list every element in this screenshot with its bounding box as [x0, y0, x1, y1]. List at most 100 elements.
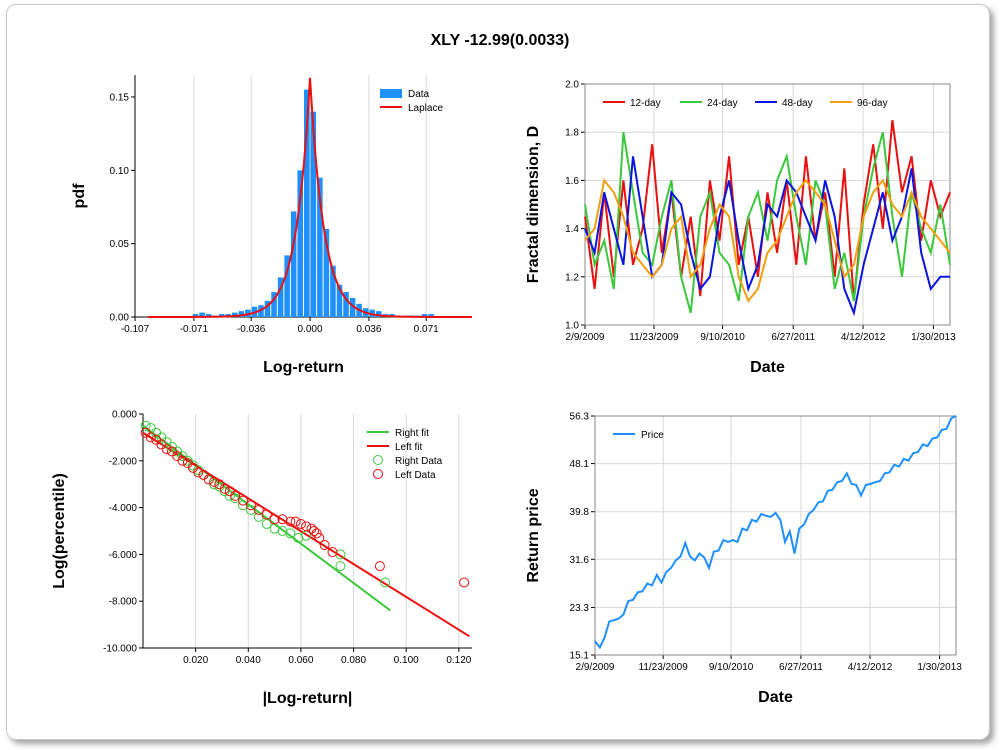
histogram-bar	[310, 111, 317, 318]
y-tick-label: 0.10	[110, 166, 130, 177]
histogram-bar	[421, 314, 428, 317]
histogram-bar	[232, 312, 238, 317]
chart-frame	[6, 4, 990, 740]
x-tick-label: 4/12/2012	[848, 662, 893, 673]
legend-label: Left Data	[395, 470, 436, 481]
x-tick-label: 1/30/2013	[917, 662, 962, 673]
scatter-point	[306, 523, 317, 534]
legend-swatch	[373, 469, 383, 479]
histogram-bar	[290, 211, 297, 317]
histogram-bar	[238, 311, 245, 317]
x-tick-label: 0.120	[446, 655, 471, 666]
x-tick-label: 11/23/2009	[639, 662, 689, 673]
scatter-point	[277, 526, 288, 536]
x-tick-label: 6/27/2011	[779, 662, 823, 673]
legend-label-data: Data	[408, 89, 430, 100]
legend: Right fit Left fit Right Data Left Data	[367, 428, 443, 481]
scatter-point	[285, 516, 296, 527]
scatter-point	[269, 514, 280, 525]
x-tick-label: 9/10/2010	[700, 332, 745, 343]
y-tick-label: -2.000	[109, 456, 138, 467]
scatter-point	[335, 561, 346, 572]
histogram-bar	[258, 305, 264, 317]
legend-swatch	[373, 455, 383, 465]
legend-swatch-data	[380, 89, 402, 98]
x-tick-label: 0.036	[356, 324, 381, 335]
legend-label: 24-day	[707, 98, 738, 109]
histogram-bar	[218, 314, 225, 317]
laplace-curve	[148, 77, 472, 318]
x-tick-label: 9/10/2010	[709, 662, 754, 673]
y-tick-label: 1.0	[565, 321, 579, 332]
x-tick-label: 6/27/2011	[771, 332, 815, 343]
scatter-point	[327, 547, 338, 558]
y-tick-label: -6.000	[109, 550, 138, 561]
histogram-bar	[336, 284, 343, 317]
scatter-point	[319, 540, 330, 551]
x-tick-label: 2/9/2009	[576, 662, 615, 673]
legend: Data Laplace	[380, 89, 443, 114]
y-tick-label: 1.8	[565, 128, 579, 139]
y-tick-label: 0.00	[110, 313, 130, 324]
legend-label: Price	[641, 430, 664, 441]
legend-label: Left fit	[395, 442, 422, 453]
legend-label: 12-day	[630, 98, 661, 109]
scatter-point	[245, 500, 256, 511]
legend: 12-day 24-day 48-day 96-day	[603, 98, 888, 109]
histogram-bar	[205, 314, 212, 317]
plot-border	[594, 415, 957, 656]
x-tick-label: 0.000	[298, 324, 323, 335]
histogram-bars	[192, 89, 434, 318]
scatter-point	[277, 514, 288, 525]
scatter-point	[459, 577, 470, 588]
scatter-point	[219, 483, 230, 494]
x-axis-label: |Log-return|	[263, 690, 353, 707]
histogram-bar	[199, 312, 205, 317]
y-tick-label: 0.15	[110, 93, 130, 104]
scatter-point	[203, 474, 214, 485]
y-tick-label: 1.4	[565, 224, 579, 235]
y-tick-label: 56.3	[570, 412, 590, 423]
histogram-bar	[428, 314, 434, 317]
series-line-12-day	[584, 119, 951, 302]
legend: Price	[613, 430, 664, 441]
y-tick-label: 15.1	[570, 651, 590, 662]
scatter-point	[374, 561, 385, 572]
scatter-point	[314, 533, 325, 544]
legend-label: Right fit	[395, 428, 429, 439]
x-axis-label: Log-return	[263, 359, 344, 376]
scatter-point	[261, 509, 272, 520]
scatter-point	[238, 495, 249, 506]
y-axis-label: Return price	[525, 488, 542, 582]
x-tick-label: 4/12/2012	[841, 332, 886, 343]
scatter-point	[301, 521, 312, 532]
scatter-point	[309, 526, 320, 536]
y-tick-label: 23.3	[570, 603, 590, 614]
series-line-48-day	[584, 156, 950, 317]
scatter-series	[140, 427, 470, 588]
histogram-bar	[271, 292, 277, 317]
x-tick-label: 1/30/2013	[911, 332, 956, 343]
legend-label: 48-day	[782, 98, 813, 109]
scatter-point	[209, 476, 220, 487]
scatter-point	[230, 493, 241, 504]
histogram-bar	[304, 89, 310, 318]
y-axis-label: Fractal dimension, D	[525, 126, 542, 283]
x-axis-label: Date	[758, 689, 793, 706]
histogram-bar	[277, 277, 284, 317]
scatter-series	[140, 420, 391, 588]
y-tick-label: 39.8	[570, 507, 590, 518]
histogram-bar	[284, 255, 290, 317]
scatter-point	[238, 500, 249, 511]
legend-label: Right Data	[395, 456, 443, 467]
legend-label-laplace: Laplace	[408, 103, 443, 114]
scatter-point	[140, 420, 151, 431]
histogram-bar	[323, 229, 330, 317]
x-axis-label: Date	[750, 359, 785, 376]
x-tick-label: 0.040	[236, 655, 261, 666]
x-tick-label: -0.036	[237, 324, 266, 335]
histogram-bar	[297, 170, 303, 317]
x-tick-label: 0.080	[341, 655, 366, 666]
percentile-axes: 0.020 0.040 0.060 0.080 0.100 0.120 0.000 -2.00…	[51, 410, 472, 707]
